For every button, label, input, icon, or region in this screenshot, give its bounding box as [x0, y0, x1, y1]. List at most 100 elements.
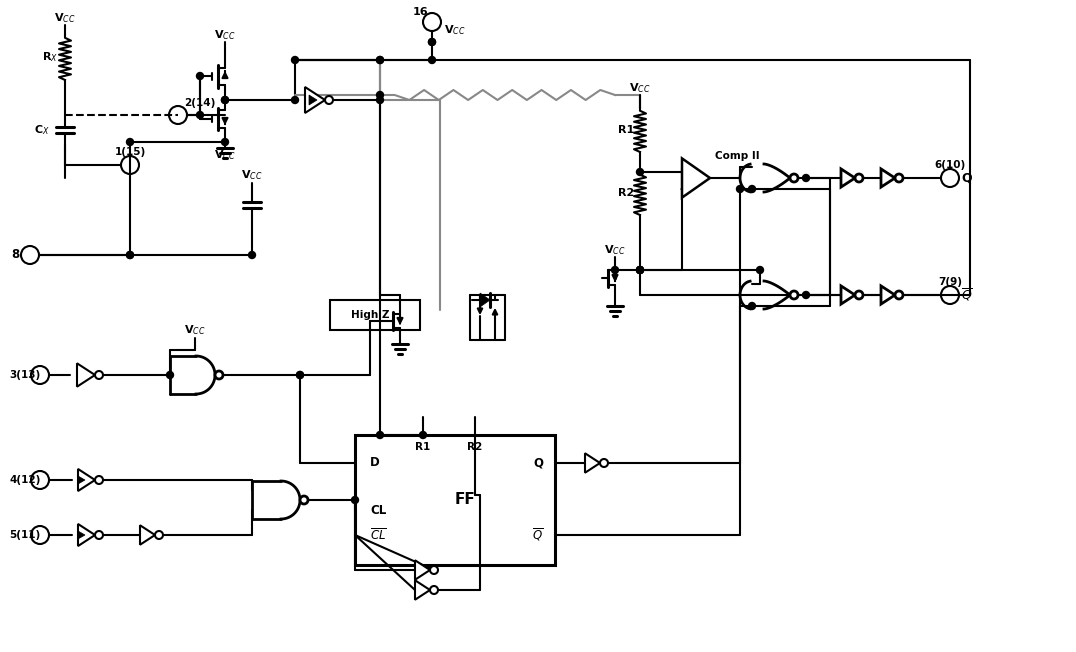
Polygon shape [77, 363, 95, 387]
Circle shape [428, 57, 436, 63]
Circle shape [600, 459, 608, 467]
Polygon shape [841, 286, 855, 304]
Text: 3(13): 3(13) [10, 370, 41, 380]
Text: Q: Q [962, 171, 973, 185]
Text: 2(14): 2(14) [184, 98, 215, 108]
Circle shape [292, 57, 298, 63]
Text: 1(15): 1(15) [114, 147, 145, 157]
Circle shape [377, 57, 383, 63]
Polygon shape [682, 158, 710, 198]
Circle shape [292, 96, 298, 104]
Circle shape [790, 291, 798, 299]
Text: 16: 16 [412, 7, 428, 17]
Text: V$_{CC}$: V$_{CC}$ [214, 28, 236, 42]
Circle shape [352, 497, 358, 503]
Text: V$_{CC}$: V$_{CC}$ [605, 243, 626, 257]
Circle shape [895, 291, 903, 299]
Circle shape [95, 476, 103, 484]
Circle shape [790, 174, 798, 182]
Text: Comp II: Comp II [714, 151, 760, 161]
Circle shape [428, 38, 436, 46]
Polygon shape [140, 526, 155, 545]
Text: High Z: High Z [351, 310, 390, 320]
Circle shape [637, 267, 643, 273]
Polygon shape [841, 169, 855, 187]
Circle shape [377, 96, 383, 104]
Circle shape [222, 96, 228, 104]
Circle shape [197, 111, 203, 119]
Circle shape [197, 72, 203, 80]
Bar [355, 435, 555, 565]
Text: $\overline{Q}$: $\overline{Q}$ [961, 287, 973, 303]
Polygon shape [415, 580, 430, 600]
Circle shape [297, 372, 303, 379]
Circle shape [95, 371, 103, 379]
Circle shape [736, 186, 744, 192]
Text: C$_X$: C$_X$ [34, 123, 49, 137]
Circle shape [297, 372, 303, 379]
Circle shape [222, 96, 228, 104]
Polygon shape [415, 560, 430, 580]
Text: V$_{CC}$: V$_{CC}$ [214, 148, 236, 162]
Circle shape [249, 252, 255, 258]
Text: R2: R2 [618, 188, 634, 198]
Circle shape [167, 372, 173, 379]
Circle shape [300, 496, 308, 504]
Circle shape [637, 267, 643, 273]
Text: Q: Q [533, 456, 543, 469]
Circle shape [222, 138, 228, 145]
Polygon shape [77, 469, 95, 491]
Polygon shape [77, 476, 85, 484]
Polygon shape [77, 524, 95, 546]
Text: 8: 8 [11, 248, 19, 261]
Text: $\overline{CL}$: $\overline{CL}$ [370, 527, 386, 542]
Circle shape [127, 252, 133, 258]
Circle shape [377, 91, 383, 98]
Circle shape [611, 267, 619, 273]
Circle shape [803, 175, 809, 181]
Text: D: D [370, 456, 380, 469]
Text: 5(11): 5(11) [10, 530, 41, 540]
Text: +: + [680, 162, 691, 175]
Text: R1: R1 [415, 442, 430, 452]
Polygon shape [77, 531, 85, 539]
Text: 7(9): 7(9) [938, 277, 962, 287]
Circle shape [803, 291, 809, 299]
Circle shape [637, 267, 643, 273]
Circle shape [155, 531, 162, 539]
Circle shape [855, 174, 863, 182]
Circle shape [749, 303, 755, 310]
Circle shape [377, 57, 383, 63]
Text: $\overline{Q}$: $\overline{Q}$ [532, 527, 543, 543]
Bar [330, 300, 420, 330]
Text: V$_{CC}$: V$_{CC}$ [241, 168, 263, 182]
Circle shape [127, 138, 133, 145]
Polygon shape [881, 286, 895, 304]
Text: R2: R2 [467, 442, 483, 452]
Circle shape [637, 168, 643, 175]
Polygon shape [305, 87, 325, 113]
Circle shape [215, 371, 223, 379]
Circle shape [377, 432, 383, 439]
Circle shape [95, 531, 103, 539]
Circle shape [420, 432, 426, 439]
Text: 6(10): 6(10) [934, 160, 965, 170]
Circle shape [756, 267, 764, 273]
Circle shape [749, 186, 755, 192]
Text: 4(12): 4(12) [10, 475, 41, 485]
Text: V$_{CC}$: V$_{CC}$ [184, 323, 206, 337]
Circle shape [428, 38, 436, 46]
Polygon shape [309, 95, 317, 105]
Text: −: − [679, 181, 692, 196]
Circle shape [430, 586, 438, 594]
Circle shape [325, 96, 332, 104]
Circle shape [895, 174, 903, 182]
Circle shape [430, 566, 438, 574]
Circle shape [127, 252, 133, 258]
Polygon shape [585, 453, 600, 473]
Circle shape [637, 267, 643, 273]
Text: R1: R1 [618, 125, 634, 135]
Text: CL: CL [370, 503, 386, 516]
Text: FF: FF [455, 492, 476, 507]
Text: V$_{CC}$: V$_{CC}$ [629, 81, 651, 95]
